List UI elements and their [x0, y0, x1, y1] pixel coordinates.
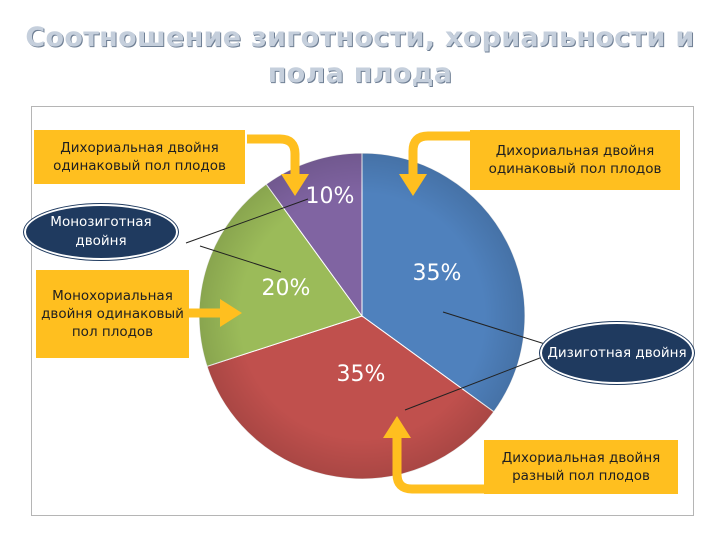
arrow-bottom — [392, 436, 484, 494]
arrow-top-left-head — [281, 174, 309, 196]
arrow-top-right — [408, 131, 470, 176]
slice-label: 20% — [262, 276, 311, 301]
connector-line — [404, 355, 546, 411]
connector-line — [442, 311, 546, 345]
slice-label: 10% — [306, 184, 355, 209]
chart-frame — [31, 106, 694, 516]
arrow-top-left — [247, 134, 300, 176]
pie-shading — [199, 153, 525, 479]
bubble-dizygotic: Дизиготная двойня — [540, 322, 694, 384]
connector-line — [199, 245, 282, 273]
arrow-top-right-head — [399, 174, 427, 196]
arrow-mid-left-head — [220, 299, 242, 327]
callout-top-left: Дихориальная двойня одинаковый пол плодо… — [34, 130, 245, 184]
bubble-monozygotic: Монозиготная двойня — [24, 204, 178, 260]
callout-bottom-right: Дихориальная двойня разный пол плодов — [484, 440, 678, 494]
slice-label: 35% — [413, 261, 462, 286]
callout-mid-left: Монохориальная двойня одинаковый пол пло… — [36, 270, 189, 358]
slice-label: 35% — [337, 362, 386, 387]
connector-line — [185, 198, 309, 244]
callout-top-right: Дихориальная двойня одинаковый пол плодо… — [470, 130, 680, 190]
arrow-bottom-head — [383, 416, 411, 438]
page-title: Соотношение зиготности, хориальности и п… — [25, 22, 695, 89]
